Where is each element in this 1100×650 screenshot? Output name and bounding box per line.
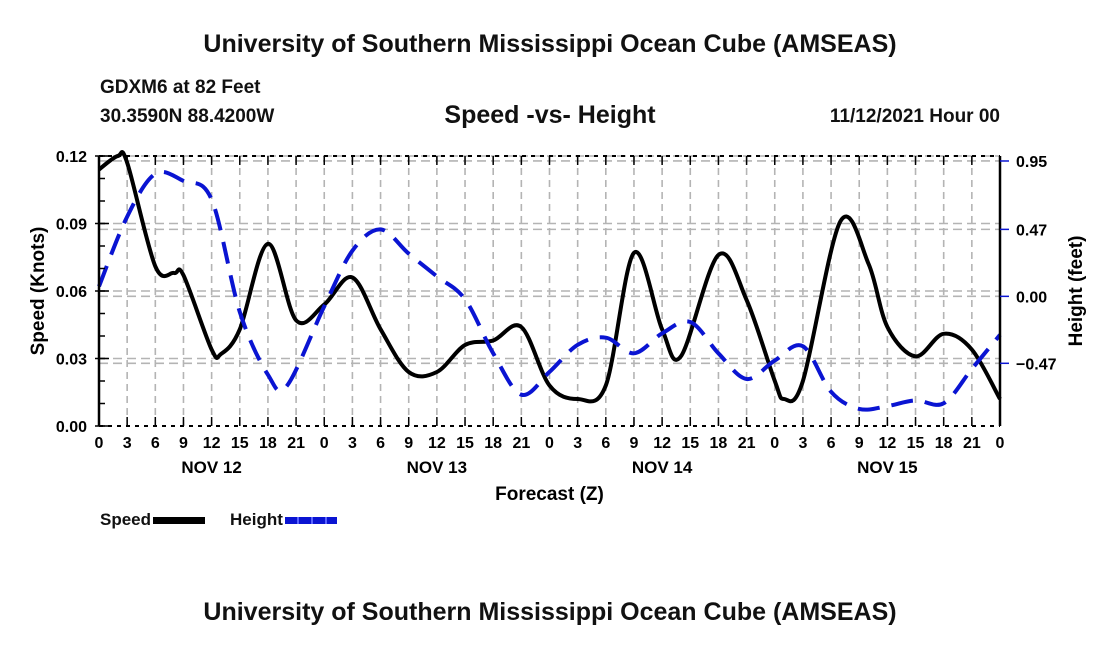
x-tick-label: 0 [95,435,104,452]
legend-speed-swatch [153,516,206,524]
y-tick-label: 0.12 [56,149,87,166]
x-tick-label: 12 [653,435,671,452]
y-tick-label: 0.09 [56,217,87,234]
y-tick-label: 0.03 [56,352,87,369]
legend-speed-label: Speed [100,510,152,529]
legend-speed: Speed [100,510,206,530]
series-layer [97,150,1002,412]
y2-tick-label: 0.00 [1016,289,1047,306]
y-tick-label: 0.00 [56,419,87,436]
x-axis-title: Forecast (Z) [495,484,604,505]
x-tick-label: 15 [231,435,249,452]
x-tick-label: 21 [963,435,981,452]
y2-tick-label: −0.47 [1016,356,1057,373]
x-tick-label: 12 [203,435,221,452]
x-tick-label: 21 [512,435,530,452]
y2-axis-title: Height (feet) [1066,236,1087,347]
chart-title-bottom: University of Southern Mississippi Ocean… [203,598,897,626]
y2-tick-label: 0.47 [1016,222,1047,239]
day-label: NOV 13 [407,458,467,477]
x-tick-label: 18 [484,435,502,452]
x-tick-label: 0 [545,435,554,452]
axes-layer [95,155,1009,427]
x-tick-label: 6 [151,435,160,452]
x-tick-label: 6 [601,435,610,452]
x-tick-label: 0 [996,435,1005,452]
day-label: NOV 14 [632,458,693,477]
legend-height-swatch [284,516,337,524]
x-tick-label: 3 [348,435,357,452]
x-tick-label: 9 [855,435,864,452]
x-tick-label: 15 [681,435,699,452]
x-tick-label: 0 [770,435,779,452]
x-tick-label: 15 [907,435,925,452]
x-tick-label: 3 [123,435,132,452]
x-tick-label: 3 [798,435,807,452]
speed-series-line [97,150,1002,404]
x-tick-label: 9 [630,435,639,452]
x-tick-label: 18 [710,435,728,452]
x-tick-label: 21 [287,435,305,452]
y-axis-title: Speed (Knots) [28,227,49,356]
x-tick-label: 6 [376,435,385,452]
x-tick-label: 18 [259,435,277,452]
x-tick-label: 18 [935,435,953,452]
legend-height-label: Height [230,510,283,529]
legend-height: Height [230,510,337,530]
forecast-datetime: 11/12/2021 Hour 00 [829,106,1000,127]
station-label: GDXM6 at 82 Feet [100,77,261,98]
x-tick-label: 12 [878,435,896,452]
x-tick-label: 12 [428,435,446,452]
x-tick-label: 9 [404,435,413,452]
x-tick-label: 21 [738,435,756,452]
coordinates-label: 30.3590N 88.4200W [100,106,275,127]
tick-labels-layer: 0 3 6 9 12 15 18 21 0 3 6 9 12 15 18 21 0 3 6 9 12 15 18 21 0 3 6 9… [28,149,1087,505]
day-label: NOV 12 [181,458,241,477]
chart-title-top: University of Southern Mississippi Ocean… [203,30,897,58]
y-tick-label: 0.06 [56,284,87,301]
grid-lines [99,155,1000,426]
chart-subtitle: Speed -vs- Height [444,101,656,129]
x-tick-label: 9 [179,435,188,452]
x-tick-label: 0 [320,435,329,452]
y2-tick-label: 0.95 [1016,154,1047,171]
x-tick-label: 3 [573,435,582,452]
x-tick-label: 15 [456,435,474,452]
day-label: NOV 15 [857,458,917,477]
x-tick-label: 6 [827,435,836,452]
height-series-line [97,169,1002,412]
